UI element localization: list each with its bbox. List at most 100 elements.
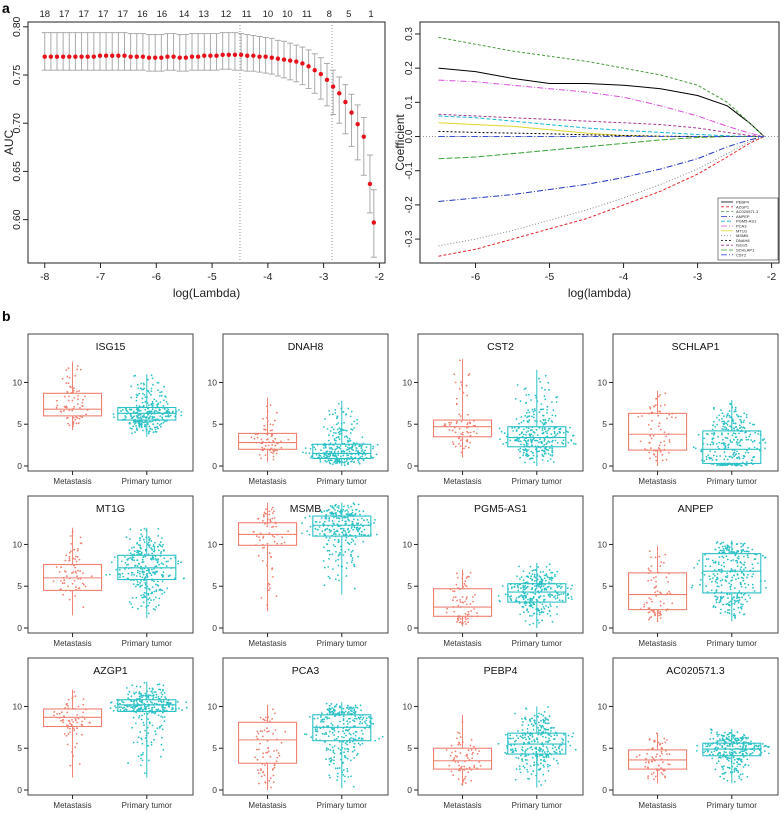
- boxplot-data-point: [767, 746, 769, 749]
- boxplot-data-point: [135, 399, 138, 402]
- boxplot-data-point: [742, 548, 744, 551]
- boxplot-data-point: [738, 424, 741, 427]
- boxplot-data-point: [716, 573, 719, 575]
- boxplot-data-point: [542, 423, 545, 426]
- boxplot-data-point: [738, 441, 740, 444]
- boxplot-data-point: [317, 528, 319, 531]
- boxplot-data-point: [332, 712, 334, 715]
- boxplot-data-point: [520, 421, 523, 424]
- boxplot-data-point: [64, 559, 67, 562]
- boxplot-data-point: [744, 566, 747, 569]
- boxplot-data-point: [729, 416, 732, 419]
- boxplot-data-point: [273, 762, 276, 765]
- boxplot-data-point: [347, 454, 350, 457]
- boxplot-data-point: [346, 509, 348, 511]
- boxplot-data-point: [160, 715, 163, 718]
- boxplot-data-point: [348, 524, 350, 527]
- boxplot-data-point: [337, 436, 340, 439]
- boxplot-data-point: [159, 555, 162, 557]
- boxplot-data-point: [721, 555, 723, 558]
- boxplot-data-point: [152, 423, 155, 426]
- boxplot-data-point: [331, 731, 334, 734]
- boxplot-data-point: [706, 591, 709, 593]
- boxplot-data-point: [77, 717, 80, 720]
- boxplot-data-point: [519, 456, 521, 459]
- boxplot-data-point: [753, 742, 755, 745]
- auc-point: [355, 121, 360, 127]
- boxplot-data-point: [521, 718, 523, 720]
- boxplot-data-point: [116, 698, 118, 701]
- boxplot-data-point: [450, 770, 453, 773]
- boxplot-data-point: [551, 414, 554, 417]
- boxplot-data-point: [725, 603, 728, 606]
- boxplot-data-point: [259, 716, 262, 719]
- boxplot-data-point: [529, 734, 532, 737]
- boxplot-data-point: [505, 733, 507, 736]
- boxplot-data-point: [718, 448, 720, 450]
- boxplot-data-point: [543, 583, 545, 585]
- boxplot-data-point: [162, 421, 165, 424]
- boxplot-data-point: [342, 769, 345, 771]
- boxplot-data-point: [74, 418, 77, 421]
- boxplot-data-point: [726, 758, 729, 761]
- boxplot-data-point: [333, 759, 335, 762]
- boxplot-data-point: [721, 549, 723, 552]
- boxplot-x-tick-label: Metastasis: [638, 801, 676, 810]
- boxplot-data-point: [152, 431, 155, 434]
- boxplot-data-point: [520, 416, 523, 418]
- boxplot-data-point: [540, 743, 543, 746]
- boxplot-data-point: [322, 721, 324, 723]
- boxplot-data-point: [533, 739, 536, 741]
- boxplot-data-point: [717, 760, 720, 763]
- boxplot-data-point: [658, 395, 660, 398]
- boxplot-data-point: [551, 455, 553, 457]
- boxplot-data-point: [759, 449, 761, 452]
- boxplot-data-point: [135, 711, 138, 714]
- boxplot-data-point: [546, 612, 549, 615]
- boxplot-data-point: [364, 449, 367, 452]
- boxplot-data-point: [466, 440, 469, 442]
- boxplot-y-tick-label: 10: [598, 701, 608, 711]
- boxplot-data-point: [163, 709, 166, 712]
- boxplot-data-point: [268, 510, 271, 513]
- boxplot-data-point: [329, 531, 331, 533]
- boxplot-data-point: [736, 765, 739, 768]
- boxplot-data-point: [328, 557, 330, 560]
- boxplot-data-point: [467, 617, 469, 620]
- boxplot-data-point: [73, 405, 76, 408]
- boxplot-data-point: [459, 752, 462, 754]
- boxplot-data-point: [553, 582, 555, 585]
- boxplot-data-point: [136, 709, 139, 711]
- boxplot-data-point: [337, 525, 340, 528]
- boxplot-data-point: [714, 560, 717, 563]
- auc-top-count: 10: [282, 9, 293, 20]
- boxplot-data-point: [328, 413, 331, 416]
- boxplot-data-point: [130, 700, 133, 702]
- boxplot-data-point: [719, 775, 722, 778]
- auc-point: [195, 54, 201, 59]
- boxplot-data-point: [452, 758, 455, 761]
- boxplot-data-point: [132, 425, 135, 428]
- boxplot-data-point: [175, 410, 178, 413]
- boxplot-data-point: [716, 596, 719, 599]
- boxplot-data-point: [711, 432, 713, 435]
- boxplot-data-point: [539, 408, 542, 411]
- auc-point: [67, 54, 72, 59]
- boxplot-data-point: [723, 451, 726, 453]
- boxplot-data-point: [562, 439, 565, 442]
- boxplot-data-point: [266, 525, 269, 528]
- boxplot-data-point: [474, 424, 476, 427]
- boxplot-data-point: [747, 584, 750, 586]
- boxplot-data-point: [349, 726, 352, 729]
- boxplot-data-point: [136, 394, 139, 397]
- boxplot-data-point: [647, 760, 650, 763]
- boxplot-data-point: [546, 405, 549, 408]
- boxplot-data-point: [731, 598, 734, 601]
- boxplot-data-point: [652, 611, 655, 613]
- boxplot-data-point: [145, 400, 148, 403]
- boxplot-data-point: [177, 560, 180, 563]
- auc-top-count: 16: [157, 9, 168, 20]
- boxplot-data-point: [134, 422, 137, 424]
- boxplot-data-point: [722, 422, 725, 425]
- boxplot-data-point: [450, 421, 452, 424]
